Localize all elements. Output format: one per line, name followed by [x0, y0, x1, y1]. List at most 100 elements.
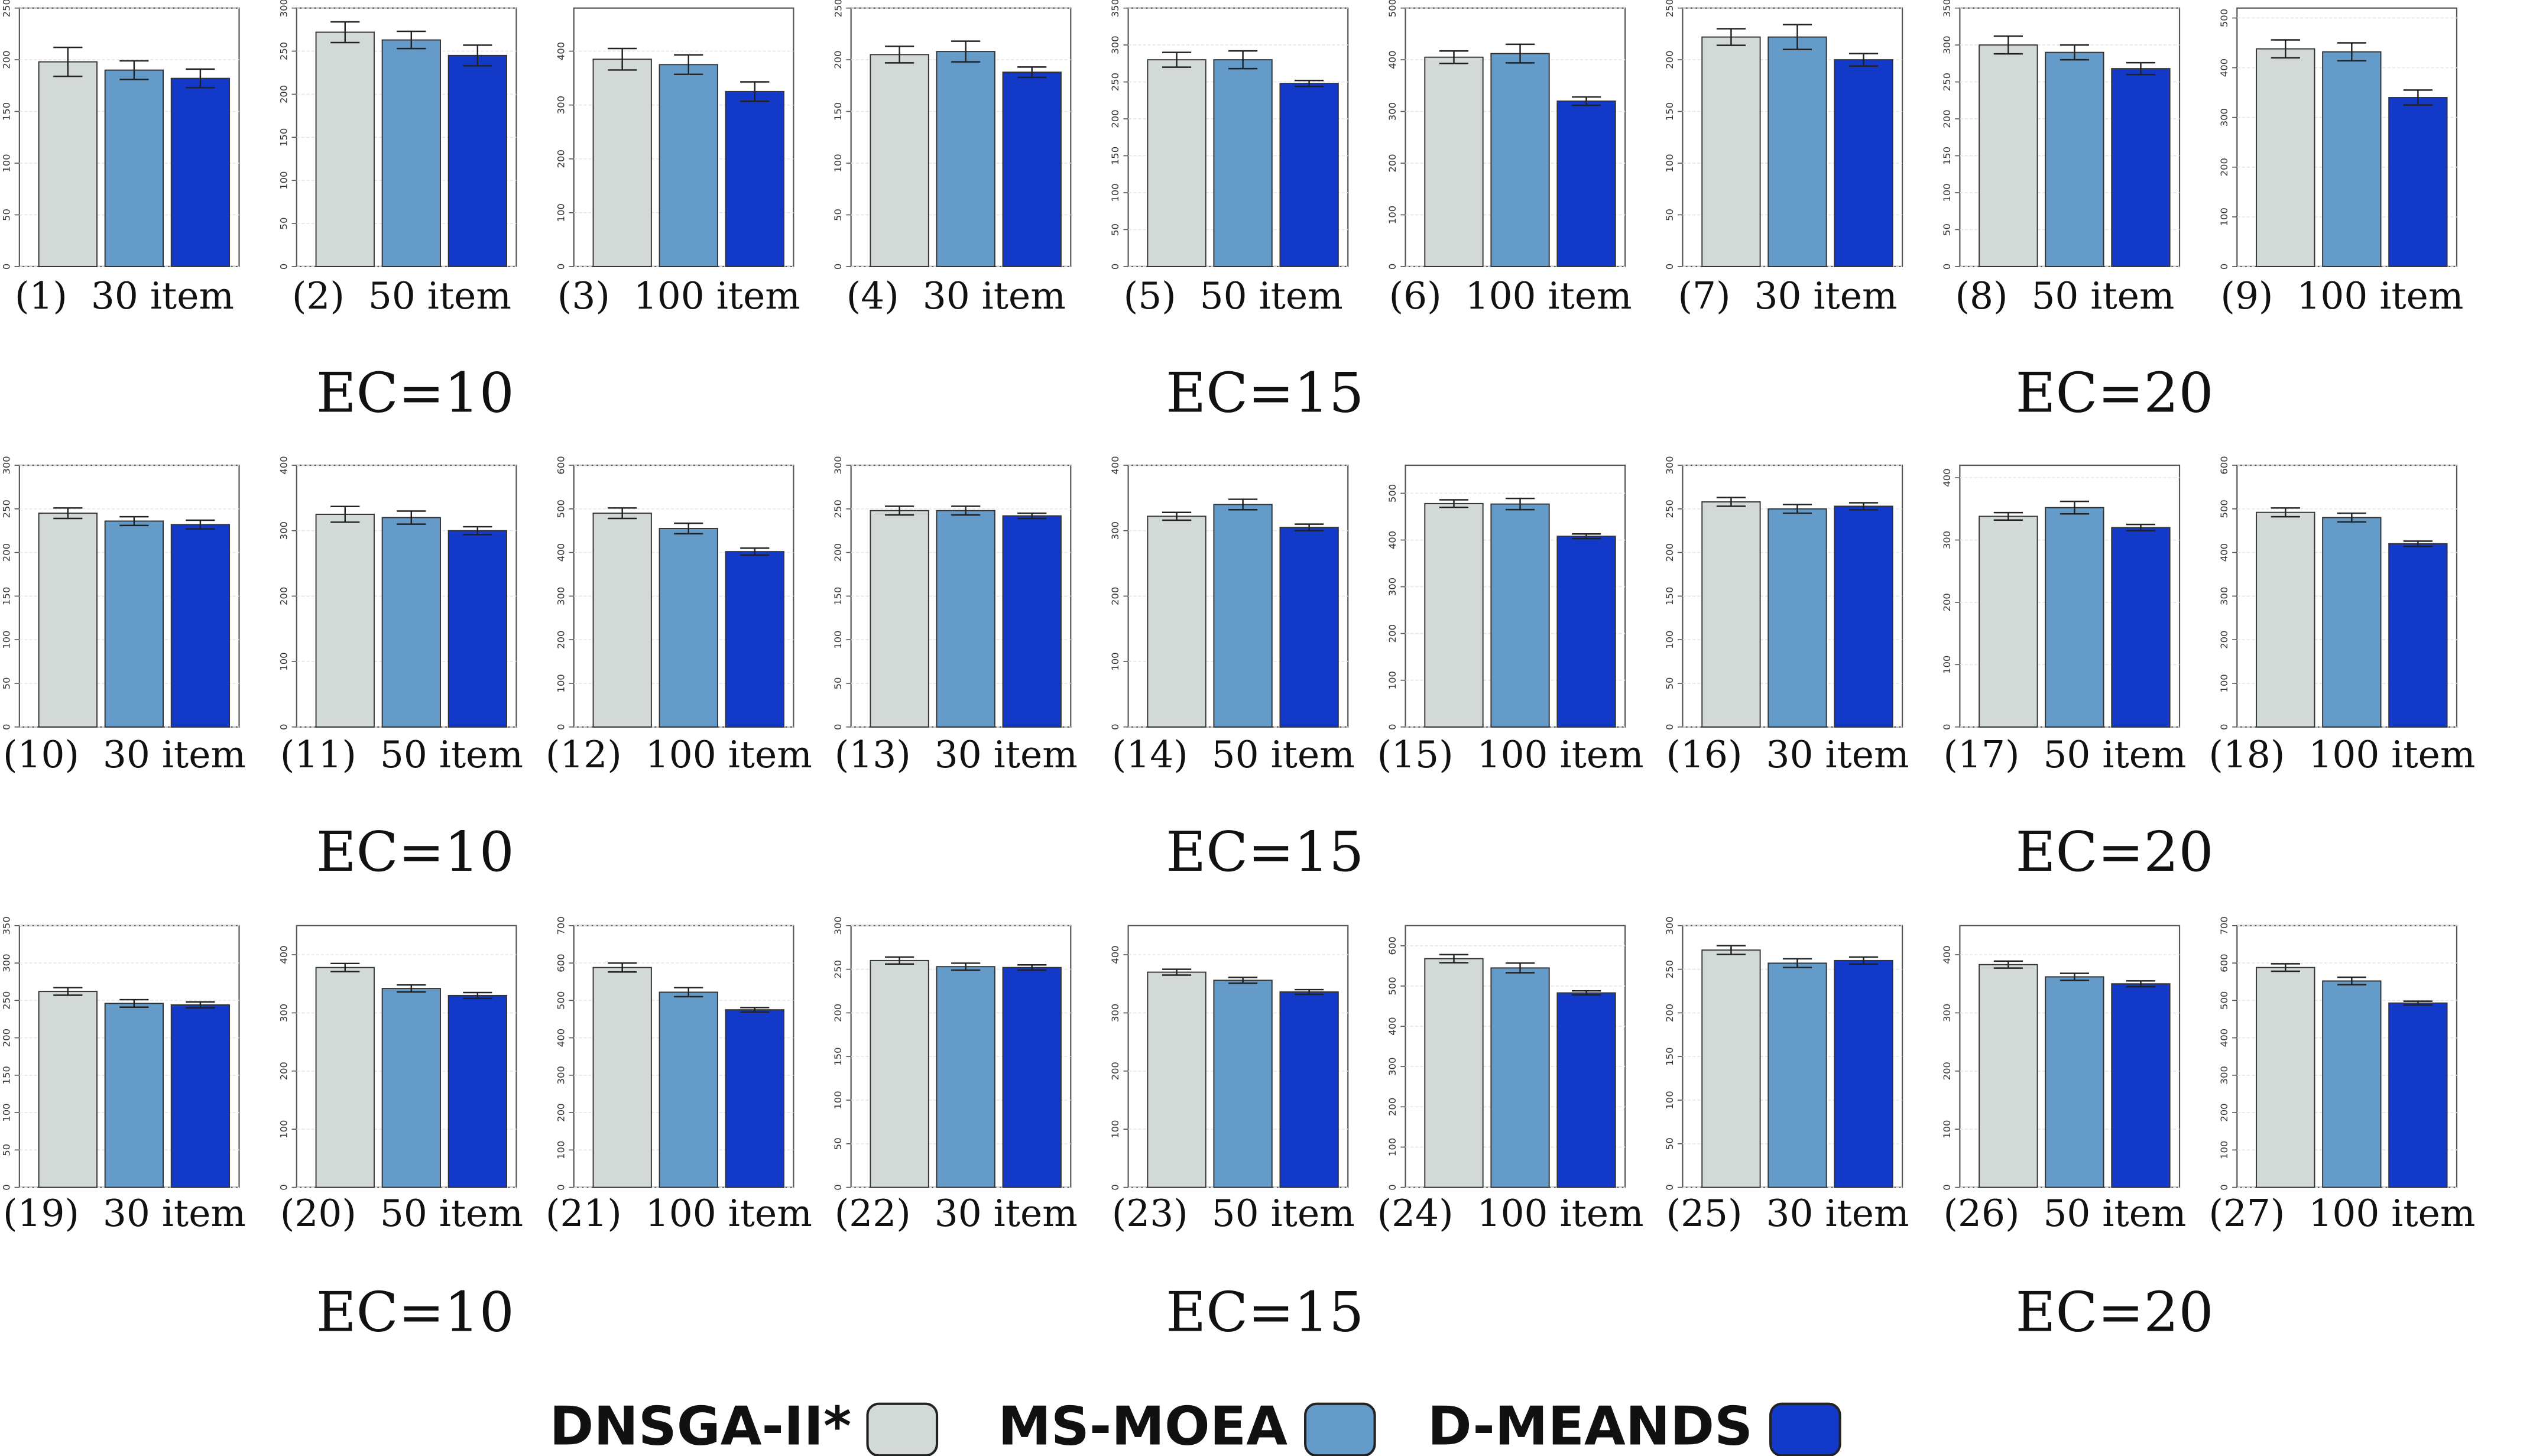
panel-caption: (5) 50 item — [1124, 274, 1343, 317]
bar — [170, 1004, 231, 1188]
error-bar — [1162, 968, 1192, 976]
bar — [725, 551, 784, 728]
y-tick-label: 600 — [2219, 456, 2230, 474]
y-tick-label: 300 — [1, 456, 12, 474]
y-tick-label: 200 — [1664, 50, 1675, 69]
y-tick-label: 400 — [555, 42, 566, 60]
error-bar — [2403, 540, 2433, 547]
y-tick-label: 150 — [832, 102, 844, 121]
y-tick-label: 300 — [832, 916, 844, 935]
group-label: EC=15 — [1166, 820, 1364, 884]
error-bar — [1295, 79, 1324, 87]
panel-caption: (12) 100 item — [546, 733, 812, 776]
bar — [1002, 515, 1062, 728]
y-tick-label: 100 — [2219, 674, 2230, 692]
y-tick-label: 200 — [1387, 1098, 1398, 1116]
y-tick-label: 100 — [1110, 183, 1121, 202]
bar — [1701, 949, 1761, 1188]
error-bar — [674, 54, 703, 75]
error-bar — [330, 21, 360, 44]
panel-caption: (7) 30 item — [1678, 274, 1898, 317]
y-tick-label: 0 — [555, 1184, 566, 1190]
bar — [2322, 51, 2382, 267]
y-tick-label: 500 — [1387, 0, 1398, 17]
error-bar — [2126, 61, 2156, 76]
y-tick-label: 150 — [1110, 147, 1121, 165]
panel-caption: (14) 50 item — [1112, 733, 1355, 776]
y-tick-label: 400 — [1387, 1017, 1398, 1035]
panel-caption: (23) 50 item — [1112, 1192, 1355, 1235]
y-tick-label: 200 — [1387, 154, 1398, 172]
panel-caption: (13) 30 item — [835, 733, 1078, 776]
group-label: EC=10 — [316, 361, 514, 425]
bar — [2111, 68, 2171, 267]
y-tick-label: 400 — [555, 543, 566, 562]
y-tick-label: 150 — [1, 1066, 12, 1084]
bar — [1767, 36, 1827, 267]
y-tick-label: 100 — [1941, 1120, 1953, 1139]
bar — [1002, 967, 1062, 1188]
y-tick-label: 150 — [832, 587, 844, 605]
bar — [1147, 971, 1207, 1188]
y-tick-label: 400 — [2219, 59, 2230, 77]
bar — [659, 528, 718, 728]
bar — [381, 517, 441, 728]
bar — [2388, 1002, 2448, 1188]
bar — [2111, 527, 2171, 728]
error-bar — [1782, 958, 1812, 968]
y-tick-label: 300 — [1110, 521, 1121, 540]
bar — [659, 64, 718, 267]
group-label: EC=15 — [1166, 1280, 1364, 1344]
error-bar — [1993, 511, 2023, 521]
y-tick-label: 300 — [832, 456, 844, 474]
error-bar — [1571, 96, 1601, 106]
bar — [1979, 44, 2038, 267]
error-bar — [1993, 960, 2023, 969]
y-tick-label: 200 — [278, 85, 289, 103]
bar — [1424, 958, 1484, 1188]
y-tick-label: 100 — [1, 154, 12, 172]
legend-label: MS-MOEA — [998, 1395, 1287, 1456]
bar — [2322, 517, 2382, 728]
error-bar — [53, 507, 83, 520]
y-tick-label: 100 — [278, 171, 289, 190]
bar — [1556, 992, 1616, 1188]
y-tick-label: 100 — [1941, 656, 1953, 674]
error-bar — [2060, 972, 2090, 981]
y-tick-label: 100 — [1941, 183, 1953, 202]
error-bar — [330, 505, 360, 523]
y-tick-label: 300 — [1, 954, 12, 972]
y-tick-label: 50 — [1664, 677, 1675, 690]
y-tick-label: 50 — [1664, 1137, 1675, 1150]
error-bar — [1017, 66, 1047, 79]
y-tick-label: 200 — [832, 1004, 844, 1022]
bar — [1490, 967, 1550, 1188]
y-tick-label: 500 — [2219, 991, 2230, 1010]
bar — [447, 530, 507, 728]
y-tick-label: 50 — [832, 1137, 844, 1150]
bar — [315, 967, 375, 1188]
error-bar — [1439, 50, 1469, 64]
bar — [2111, 983, 2171, 1188]
bar — [381, 988, 441, 1188]
y-tick-label: 50 — [1, 677, 12, 690]
y-tick-label: 50 — [278, 218, 289, 230]
y-tick-label: 500 — [1387, 484, 1398, 502]
y-tick-label: 0 — [2219, 1184, 2230, 1190]
error-bar — [463, 44, 492, 67]
y-tick-label: 300 — [1387, 1058, 1398, 1076]
bar — [1490, 53, 1550, 267]
bar — [1279, 527, 1339, 728]
y-tick-label: 250 — [1, 0, 12, 17]
error-bar — [2403, 1000, 2433, 1006]
error-bar — [1439, 499, 1469, 508]
legend-swatch — [1769, 1402, 1841, 1456]
y-tick-label: 300 — [278, 1004, 289, 1022]
y-tick-label: 50 — [1664, 209, 1675, 221]
error-bar — [1848, 53, 1879, 67]
bar — [1213, 59, 1273, 267]
y-tick-label: 300 — [1664, 456, 1675, 474]
y-tick-label: 200 — [1, 50, 12, 69]
bar — [592, 59, 652, 267]
error-bar — [186, 1001, 215, 1009]
